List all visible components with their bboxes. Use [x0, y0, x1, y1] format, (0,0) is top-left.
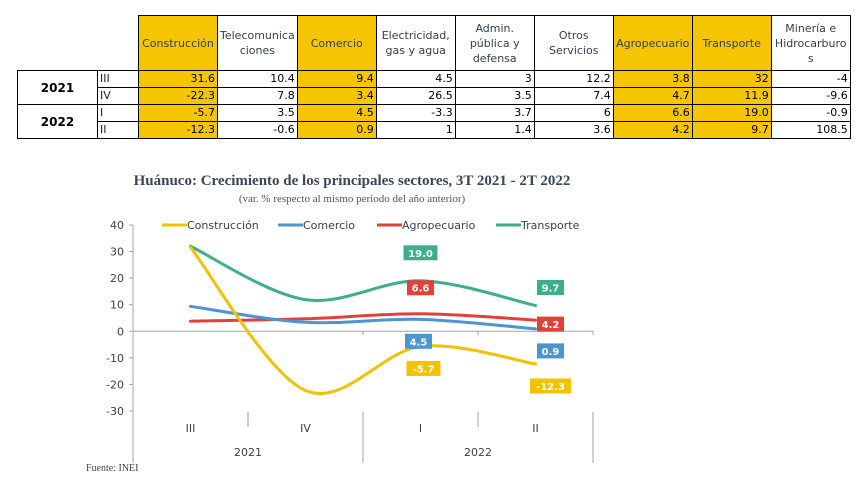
- value-cell: 4.5: [296, 104, 377, 122]
- column-header: Construcción: [138, 15, 218, 71]
- column-header-line: defensa: [472, 51, 517, 65]
- y-tick-label: 30: [110, 246, 124, 259]
- column-header-line: Otros: [558, 29, 589, 42]
- sector-growth-table: Construcción Telecomunica ciones Comercio El…: [17, 15, 851, 139]
- column-header-line: Telecomunica: [220, 29, 295, 42]
- table-header-row: Construcción Telecomunica ciones Comercio El…: [18, 15, 851, 71]
- data-label: 6.6: [412, 284, 430, 295]
- value-cell: 108.5: [770, 121, 851, 139]
- x-group-label: 2022: [464, 446, 492, 459]
- chart-subtitle: (var. % respecto al mismo periodo del añ…: [238, 193, 466, 205]
- data-label: 19.0: [408, 249, 433, 260]
- legend-label: Transporte: [520, 219, 580, 232]
- y-tick-label: 10: [110, 299, 124, 312]
- column-header: Transporte: [691, 15, 772, 71]
- column-header: Minería e Hidrocarburo s: [770, 15, 851, 71]
- column-header-line: Construcción: [142, 36, 214, 50]
- column-header-line: Agropecuario: [616, 36, 690, 50]
- value-cell: 0.9: [296, 121, 377, 139]
- series-line-construcción: [189, 245, 537, 395]
- value-cell: -0.6: [217, 121, 298, 139]
- column-header: Comercio: [296, 15, 377, 71]
- data-label-box: [537, 280, 564, 296]
- column-header-line: gas y agua: [385, 44, 446, 57]
- value-cell: 3.5: [217, 104, 298, 122]
- column-header-line: Hidrocarburo: [774, 36, 847, 50]
- value-cell: 32: [691, 70, 772, 88]
- column-header-line: Admin.: [475, 21, 515, 35]
- data-label-box: [403, 245, 438, 261]
- data-label-box: [537, 316, 564, 332]
- data-label-box: [530, 378, 571, 394]
- x-tick-label: III: [186, 422, 196, 435]
- column-header: Electricidad, gas y agua: [375, 15, 456, 71]
- x-group-label: 2021: [234, 446, 262, 459]
- column-header: Admin. pública y defensa: [454, 15, 535, 71]
- value-cell: 3.8: [612, 70, 693, 88]
- x-tick-label: IV: [300, 422, 311, 435]
- column-header-line: Minería e: [785, 21, 837, 35]
- column-header-line: Transporte: [702, 36, 761, 50]
- legend-label: Comercio: [303, 219, 355, 232]
- x-tick-label: II: [532, 422, 539, 435]
- data-label-box: [405, 333, 432, 349]
- value-cell: 11.9: [691, 87, 772, 105]
- data-label: -12.3: [536, 382, 565, 393]
- column-header: Agropecuario: [612, 15, 693, 71]
- y-tick-label: -20: [106, 378, 124, 391]
- data-label: 0.9: [542, 347, 560, 358]
- column-header-line: Comercio: [310, 36, 363, 50]
- column-header: Otros Servicios: [533, 15, 614, 71]
- y-tick-label: 0: [117, 325, 124, 338]
- table-row: II -12.3 -0.6 0.9 1 1.4 3.6 4.2 9.7 108.5: [18, 121, 851, 139]
- value-cell: 4.2: [612, 121, 693, 139]
- value-cell: 19.0: [691, 104, 772, 122]
- chart-source: Fuente: INEI: [86, 463, 139, 474]
- y-tick-label: -30: [106, 405, 124, 418]
- data-label-box: [537, 343, 564, 359]
- table-row: 2021 III 31.6 10.4 9.4 4.5 3 12.2 3.8 32 -4: [17, 70, 851, 105]
- column-header-line: pública y: [469, 36, 520, 50]
- y-tick-label: 20: [110, 272, 124, 285]
- value-cell: 3.5: [454, 87, 535, 105]
- series-line-comercio: [189, 304, 537, 331]
- column-header-line: Servicios: [549, 44, 599, 57]
- chart-title: Huánuco: Crecimiento de los principales …: [133, 173, 571, 189]
- value-cell: 3.6: [533, 121, 614, 139]
- column-header: Telecomunica ciones: [217, 15, 298, 71]
- data-label: -5.7: [413, 364, 435, 375]
- y-tick-label: 40: [110, 219, 124, 232]
- data-label: 4.2: [542, 320, 560, 331]
- legend-label: Construcción: [187, 219, 259, 232]
- value-cell: 1: [375, 121, 456, 139]
- value-cell: -12.3: [138, 121, 218, 139]
- data-label-box: [407, 280, 434, 296]
- column-header-line: Electricidad,: [381, 29, 450, 42]
- legend-label: Agropecuario: [402, 219, 476, 232]
- series-line-transporte: [189, 244, 537, 308]
- value-cell: 1.4: [454, 121, 535, 139]
- data-label: 9.7: [542, 284, 560, 295]
- value-cell: 6.6: [612, 104, 693, 122]
- column-header-line: s: [807, 51, 814, 65]
- data-label-box: [406, 360, 441, 376]
- value-cell: 9.7: [691, 121, 772, 139]
- y-tick-label: -10: [106, 352, 124, 365]
- data-label: 4.5: [410, 337, 428, 348]
- year-cell: 2022: [17, 104, 98, 139]
- column-header-line: ciones: [239, 44, 276, 57]
- value-cell: 4.7: [612, 87, 693, 105]
- x-tick-label: I: [419, 422, 422, 435]
